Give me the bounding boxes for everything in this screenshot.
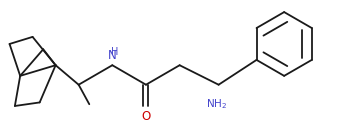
Text: H: H: [112, 47, 119, 57]
Text: NH$_2$: NH$_2$: [206, 97, 227, 111]
Text: O: O: [141, 110, 151, 123]
Text: N: N: [108, 49, 117, 62]
